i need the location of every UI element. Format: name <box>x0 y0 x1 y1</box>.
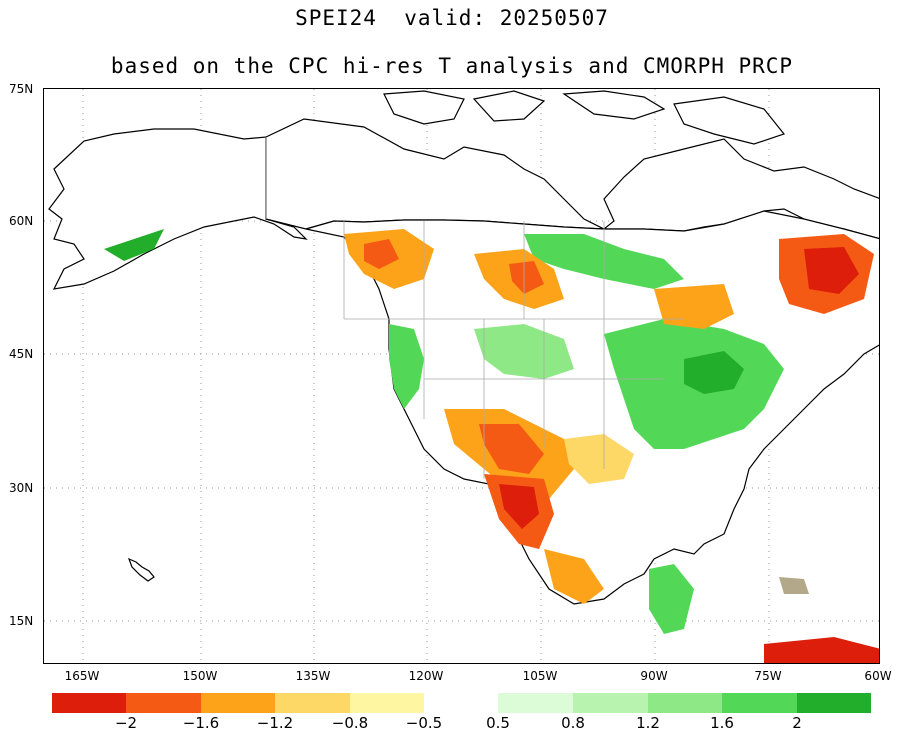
cb-label-dry-5: −0.5 <box>405 714 443 732</box>
title-line-1: SPEI24 valid: 20250507 <box>295 6 609 30</box>
cb-label-wet-4: 1.6 <box>710 714 734 732</box>
lon-label-105w: 105W <box>522 669 558 683</box>
cb-label-wet-2: 0.8 <box>561 714 585 732</box>
lon-label-150w: 150W <box>182 669 218 683</box>
map-panel <box>43 88 880 664</box>
cb-wet-1 <box>498 693 573 713</box>
lat-label-30n: 30N <box>9 481 34 495</box>
cb-label-dry-4: −0.8 <box>331 714 369 732</box>
dry-region-mexico-south <box>544 549 604 604</box>
dry-region-prairies-strong <box>509 261 544 294</box>
dry-region-venezuela <box>764 637 879 663</box>
lon-label-165w: 165W <box>64 669 100 683</box>
conus-base <box>305 210 879 605</box>
lat-label-60n: 60N <box>9 214 34 228</box>
wet-region-central-america <box>649 564 694 634</box>
cb-dry-4 <box>275 693 350 713</box>
cb-wet-4 <box>722 693 797 713</box>
dry-region-bc-strong <box>364 239 399 269</box>
cb-label-wet-3: 1.2 <box>636 714 660 732</box>
lat-label-15n: 15N <box>9 614 34 628</box>
wet-region-east-strong <box>684 351 744 394</box>
dry-region-mexico-strong <box>499 484 539 529</box>
dry-region-ontario <box>654 284 734 329</box>
cb-label-dry-2: −1.6 <box>182 714 220 732</box>
cb-label-wet-1: 0.5 <box>486 714 510 732</box>
no-data-cuba <box>779 577 809 594</box>
lon-label-60w: 60W <box>864 669 892 683</box>
cb-dry-5 <box>350 693 424 713</box>
cb-label-wet-5: 2 <box>792 714 802 732</box>
cb-wet-3 <box>648 693 722 713</box>
arctic-island-1 <box>383 90 465 125</box>
cb-label-dry-3: −1.2 <box>256 714 294 732</box>
lon-label-90w: 90W <box>640 669 668 683</box>
conus-land <box>104 210 879 663</box>
dry-region-southwest-strong <box>479 424 544 474</box>
cb-dry-2 <box>126 693 201 713</box>
lon-label-120w: 120W <box>408 669 444 683</box>
wet-region-central <box>474 324 574 379</box>
title-line-2: based on the CPC hi-res T analysis and C… <box>110 54 794 78</box>
arctic-island-3 <box>562 90 666 120</box>
lat-label-45n: 45N <box>9 347 34 361</box>
cb-wet-2 <box>573 693 648 713</box>
cb-dry-3 <box>201 693 275 713</box>
hawaii-outline <box>127 557 155 582</box>
cb-label-dry-1: −2 <box>114 714 138 732</box>
dry-region-quebec-strong <box>804 247 859 294</box>
lon-label-135w: 135W <box>295 669 331 683</box>
arctic-island-2 <box>472 90 546 122</box>
arctic-island-4 <box>673 96 786 145</box>
political-boundaries <box>265 137 684 479</box>
wet-region-alaska <box>104 229 164 261</box>
lon-label-75w: 75W <box>754 669 782 683</box>
cb-dry-1 <box>52 693 126 713</box>
wet-region-west-coast <box>389 324 424 409</box>
cb-wet-5 <box>797 693 871 713</box>
lat-label-75n: 75N <box>9 82 34 96</box>
map-svg <box>44 89 879 663</box>
dry-region-texas <box>564 434 634 484</box>
